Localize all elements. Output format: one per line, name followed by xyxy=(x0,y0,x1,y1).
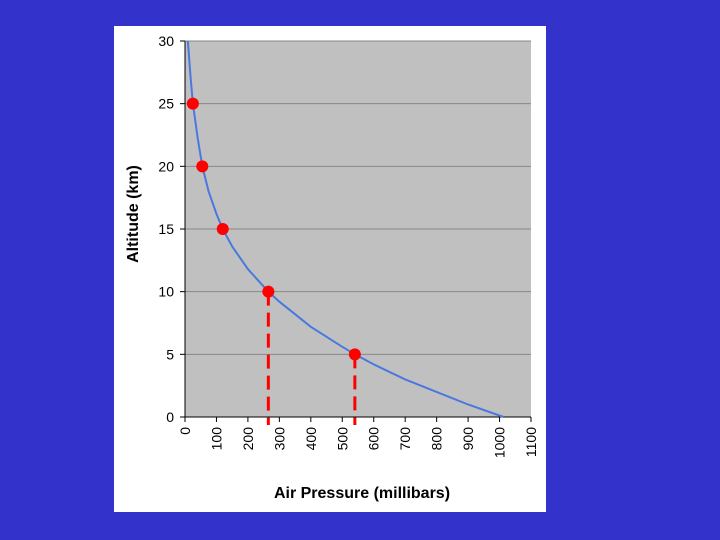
x-tick-label: 300 xyxy=(271,427,287,451)
pressure-curve xyxy=(186,40,504,418)
axes xyxy=(180,40,532,422)
altitude-pressure-chart: 0 100 200 300 400 500 600 700 800 900 1000 1100 0 5 1… xyxy=(125,33,539,502)
gridlines xyxy=(185,40,531,355)
data-point xyxy=(196,160,209,173)
data-point xyxy=(216,223,229,235)
x-tick-label: 400 xyxy=(303,427,319,451)
y-tick-label: 15 xyxy=(158,221,174,237)
data-point xyxy=(348,348,361,361)
x-tick-label: 700 xyxy=(397,427,413,451)
x-tick-label: 200 xyxy=(240,427,256,451)
dropline-layer xyxy=(266,291,357,425)
x-tick-label: 0 xyxy=(177,427,193,435)
y-tick-label: 20 xyxy=(158,158,174,174)
data-point xyxy=(186,97,199,110)
curve-layer xyxy=(186,40,504,418)
y-tick-labels: 0 5 10 15 20 25 30 xyxy=(158,33,174,425)
x-tick-label: 100 xyxy=(208,427,224,451)
x-tick-label: 900 xyxy=(460,427,476,451)
x-tick-label: 600 xyxy=(366,427,382,451)
y-tick-label: 5 xyxy=(166,346,174,362)
x-tick-labels: 0 100 200 300 400 500 600 700 800 900 1000 1100 xyxy=(177,427,539,458)
y-tick-label: 0 xyxy=(166,409,174,425)
x-tick-label: 1100 xyxy=(523,427,539,457)
y-tick-label: 10 xyxy=(158,284,174,300)
data-point xyxy=(262,285,275,298)
chart-panel: 0 100 200 300 400 500 600 700 800 900 1000 1100 0 5 1… xyxy=(114,26,546,512)
y-axis-title: Altitude (km) xyxy=(125,165,142,263)
y-tick-label: 25 xyxy=(158,96,174,112)
x-tick-label: 500 xyxy=(334,427,350,451)
x-tick-label: 1000 xyxy=(492,427,508,458)
x-axis-title: Air Pressure (millibars) xyxy=(274,485,450,502)
x-tick-label: 800 xyxy=(429,427,445,451)
y-tick-label: 30 xyxy=(158,33,174,49)
marker-layer xyxy=(186,97,361,361)
